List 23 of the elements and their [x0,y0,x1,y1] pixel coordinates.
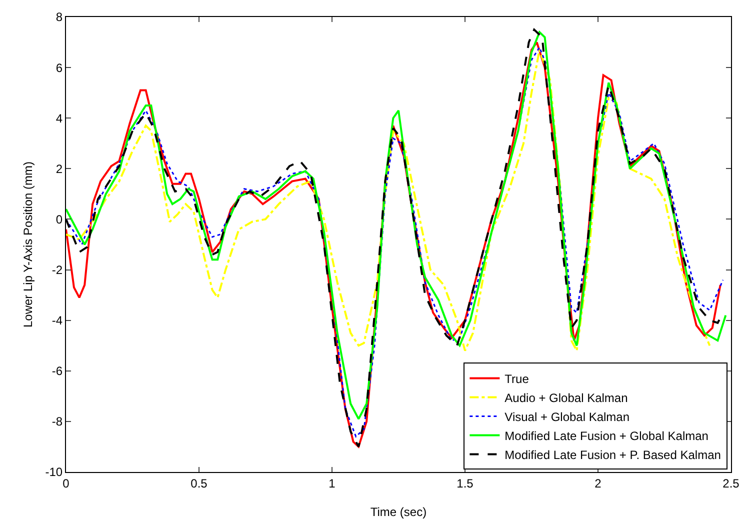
y-tick-label: 8 [56,10,63,24]
x-axis-title: Time (sec) [370,505,427,519]
x-tick-label: 0.5 [190,476,208,490]
line-series [66,48,711,352]
legend-label: Visual + Global Kalman [504,410,630,424]
y-tick-label: -2 [52,262,63,277]
y-tick-label: 0 [56,212,63,226]
legend-label: Modified Late Fusion + P. Based Kalman [504,448,721,462]
x-tick-label: 2 [594,476,602,490]
y-axis-title: Lower Lip Y-Axis Position (mm) [21,161,35,328]
y-tick-label: 2 [56,162,63,176]
y-tick-label: 4 [56,111,63,126]
y-tick-label: -4 [52,314,63,328]
legend-label: True [504,372,530,386]
y-tick-label: 6 [56,60,63,75]
x-tick-label: 1.5 [456,476,474,490]
y-tick-label: -6 [52,364,63,378]
y-tick-label: -10 [45,465,63,480]
x-tick-label: 1 [328,476,336,490]
legend-label: Audio + Global Kalman [504,390,628,405]
legend-label: Modified Late Fusion + Global Kalman [504,428,708,443]
x-tick-label: 2.5 [722,476,740,490]
y-tick-label: -8 [52,414,63,429]
